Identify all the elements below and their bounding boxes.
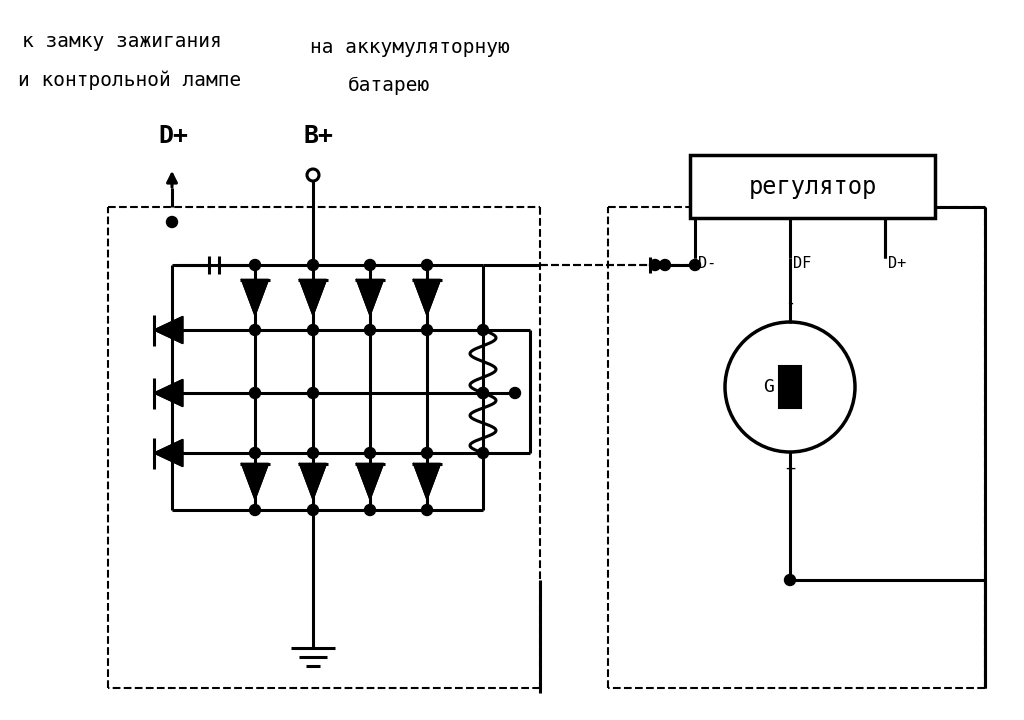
Circle shape <box>689 259 700 271</box>
Text: D+: D+ <box>158 124 188 148</box>
Polygon shape <box>299 464 327 500</box>
Bar <box>690 155 935 218</box>
Polygon shape <box>242 279 268 315</box>
Circle shape <box>250 387 260 398</box>
Text: D+: D+ <box>888 256 906 271</box>
Polygon shape <box>414 279 440 315</box>
Text: на аккумуляторную: на аккумуляторную <box>310 38 510 57</box>
Circle shape <box>250 325 260 336</box>
Circle shape <box>365 505 376 516</box>
Polygon shape <box>299 279 327 315</box>
Text: -: - <box>785 294 795 312</box>
Text: и контрольной лампе: и контрольной лампе <box>18 70 242 89</box>
Circle shape <box>477 325 488 336</box>
Polygon shape <box>154 379 183 407</box>
Circle shape <box>422 325 432 336</box>
Circle shape <box>365 325 376 336</box>
Circle shape <box>307 259 318 271</box>
Circle shape <box>477 387 488 398</box>
Polygon shape <box>154 439 183 467</box>
Circle shape <box>250 505 260 516</box>
Text: DF: DF <box>793 256 811 271</box>
Circle shape <box>477 387 488 398</box>
Circle shape <box>307 505 318 516</box>
Polygon shape <box>356 464 384 500</box>
Polygon shape <box>356 279 384 315</box>
Circle shape <box>250 448 260 459</box>
Text: к замку зажигания: к замку зажигания <box>22 32 222 51</box>
Circle shape <box>167 387 177 398</box>
Circle shape <box>307 448 318 459</box>
Circle shape <box>307 387 318 398</box>
Circle shape <box>365 448 376 459</box>
Circle shape <box>422 505 432 516</box>
Circle shape <box>307 325 318 336</box>
Text: регулятор: регулятор <box>749 174 877 199</box>
Circle shape <box>477 448 488 459</box>
Circle shape <box>784 575 796 585</box>
Text: G: G <box>763 378 774 396</box>
Circle shape <box>659 259 671 271</box>
Circle shape <box>510 387 520 398</box>
Circle shape <box>422 259 432 271</box>
Text: +: + <box>785 460 795 478</box>
Text: D-: D- <box>698 256 716 271</box>
Bar <box>779 366 801 408</box>
Polygon shape <box>154 317 183 343</box>
Circle shape <box>649 259 660 271</box>
Circle shape <box>422 448 432 459</box>
Circle shape <box>167 325 177 336</box>
Text: батарею: батарею <box>348 76 430 95</box>
Text: B+: B+ <box>303 124 333 148</box>
Circle shape <box>167 448 177 459</box>
Circle shape <box>365 259 376 271</box>
Polygon shape <box>414 464 440 500</box>
Polygon shape <box>242 464 268 500</box>
Circle shape <box>250 259 260 271</box>
Circle shape <box>167 217 177 228</box>
